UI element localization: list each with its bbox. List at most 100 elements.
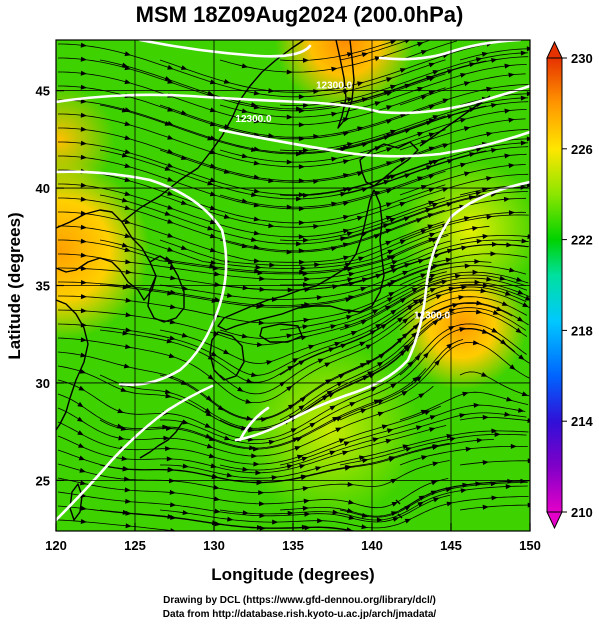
streamline-arrow: [375, 323, 382, 329]
streamline-arrow: [167, 514, 174, 519]
streamline-arrow: [237, 386, 244, 392]
streamline-arrow: [475, 57, 483, 63]
streamline: [99, 439, 494, 484]
streamline-arrow: [224, 435, 231, 441]
streamline-arrow: [167, 232, 174, 238]
streamline-arrow: [298, 94, 305, 100]
streamline-arrow: [80, 505, 87, 511]
streamline-arrow: [268, 178, 275, 184]
credits: Drawing by DCL (https://www.gfd-dennou.o…: [0, 594, 599, 622]
streamline-arrow: [223, 169, 231, 174]
streamline-arrow: [125, 259, 132, 265]
y-tick-label: 40: [36, 181, 50, 196]
streamline-arrow: [347, 277, 354, 283]
streamline: [57, 405, 441, 465]
x-tick-label: 135: [282, 538, 304, 553]
streamline-arrow: [347, 142, 354, 147]
streamline-arrow: [206, 443, 214, 449]
streamline: [159, 40, 514, 93]
streamline-arrow: [118, 435, 125, 441]
streamline-arrow: [454, 273, 462, 279]
streamline: [58, 225, 447, 269]
streamline-arrow: [241, 153, 249, 159]
streamline-arrow: [241, 243, 249, 249]
streamline-arrow: [374, 101, 382, 107]
streamline-arrow: [480, 288, 487, 294]
streamline-arrow: [255, 264, 262, 270]
streamline-arrow: [474, 279, 481, 285]
streamline-arrow: [125, 523, 132, 529]
streamline-arrow: [121, 107, 129, 113]
y-axis-label: Latitude (degrees): [5, 212, 24, 359]
streamline-arrow: [460, 118, 467, 123]
streamline-arrow: [299, 269, 306, 275]
streamline-arrow: [486, 276, 493, 282]
streamline-arrow: [180, 110, 188, 115]
streamline-arrow: [432, 159, 439, 165]
streamline-arrow: [167, 134, 174, 140]
streamline-arrow: [361, 524, 368, 530]
streamline-arrow: [411, 332, 418, 338]
streamline-arrow: [346, 527, 353, 531]
streamline: [219, 40, 430, 73]
streamline-arrow: [412, 324, 419, 330]
streamline-arrow: [416, 312, 423, 318]
coast-honshu: [217, 189, 385, 331]
streamline-arrow: [491, 428, 498, 434]
streamline-arrow: [431, 480, 438, 486]
streamline-arrow: [165, 393, 172, 399]
streamline-arrow: [500, 339, 507, 345]
streamline-arrow: [360, 408, 367, 414]
streamline-arrow: [207, 180, 214, 186]
streamline-arrow: [376, 517, 383, 523]
streamline-arrow: [167, 246, 174, 252]
streamline: [159, 214, 529, 266]
streamline-arrow: [441, 279, 448, 285]
y-tick-label: 30: [36, 376, 50, 391]
streamline-arrow: [121, 197, 129, 203]
streamline-arrow: [80, 252, 87, 258]
streamline-arrow: [167, 176, 174, 182]
streamline-arrow: [166, 426, 173, 431]
streamline-arrow: [286, 464, 294, 469]
streamline-arrow: [253, 174, 260, 180]
streamline-arrow: [411, 287, 419, 293]
streamline-arrow: [313, 134, 320, 139]
streamline-arrow: [124, 191, 131, 197]
streamline-arrow: [79, 467, 86, 473]
streamline-arrow: [508, 163, 515, 169]
coast-asia-mainland: [56, 209, 157, 301]
streamline-arrow: [79, 368, 87, 374]
streamline-arrow: [464, 263, 471, 269]
streamline-arrow: [388, 457, 395, 462]
streamline-arrow: [402, 318, 409, 324]
streamline-arrow: [80, 238, 87, 244]
y-tick-label: 45: [36, 84, 50, 99]
streamline-arrow: [463, 216, 471, 222]
streamline-arrow: [377, 411, 385, 417]
streamline-arrow: [390, 478, 398, 484]
streamline-arrow: [476, 309, 483, 315]
streamline-arrow: [287, 510, 294, 516]
streamline: [399, 265, 527, 286]
streamline: [57, 491, 451, 523]
streamline: [279, 286, 527, 376]
streamline: [159, 302, 513, 421]
streamline-arrow: [164, 211, 171, 216]
streamline-arrow: [261, 417, 268, 422]
streamline: [57, 505, 347, 531]
streamline: [57, 519, 173, 531]
streamline: [279, 41, 393, 62]
streamline-arrow: [482, 414, 489, 420]
streamline-arrow: [420, 229, 427, 234]
streamline-arrow: [329, 405, 336, 411]
streamline-arrow: [77, 401, 84, 408]
streamline-arrow: [437, 315, 444, 321]
graticule: [56, 40, 530, 531]
streamline-arrow: [447, 159, 454, 164]
streamline-arrow: [404, 128, 411, 134]
streamline: [58, 43, 446, 98]
streamline-arrow: [165, 446, 172, 452]
streamline-arrow: [348, 499, 355, 505]
x-tick-label: 130: [203, 538, 225, 553]
